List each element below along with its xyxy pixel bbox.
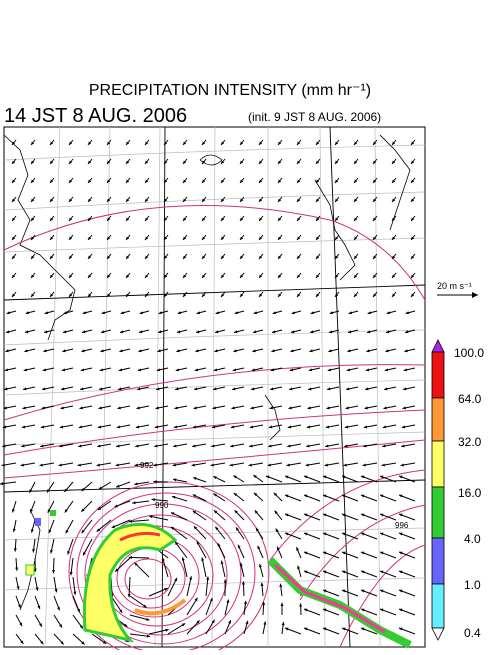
- colorbar-segment: [432, 538, 444, 584]
- contour-label: 990: [155, 501, 169, 510]
- colorbar-segment: [432, 584, 444, 628]
- colorbar-labels: 100.0 64.0 32.0 16.0 4.0 1.0 0.4: [454, 346, 484, 640]
- map-area: 990 996 992: [0, 127, 425, 650]
- colorbar-segment: [432, 441, 444, 487]
- contour-label: 992: [140, 461, 154, 470]
- contour-label: 996: [395, 521, 409, 530]
- colorbar-over: [432, 340, 444, 352]
- colorbar-segment: [432, 487, 444, 538]
- reference-vector: 20 m s⁻¹: [437, 281, 478, 298]
- valid-time: 14 JST 8 AUG. 2006: [4, 105, 187, 127]
- colorbar-label: 64.0: [458, 392, 482, 406]
- colorbar-segment: [432, 352, 444, 398]
- colorbar: [432, 340, 444, 640]
- colorbar-label: 0.4: [464, 626, 481, 640]
- reference-arrowhead: [472, 292, 478, 298]
- precip-cell: [50, 510, 56, 516]
- precip-cell: [26, 565, 34, 575]
- title: PRECIPITATION INTENSITY (mm hr⁻¹): [89, 82, 371, 99]
- init-time: (init. 9 JST 8 AUG. 2006): [248, 110, 381, 124]
- colorbar-segment: [432, 398, 444, 441]
- colorbar-label: 32.0: [458, 435, 482, 449]
- colorbar-label: 16.0: [458, 486, 482, 500]
- precip-cell: [35, 518, 41, 526]
- colorbar-label: 1.0: [464, 578, 481, 592]
- colorbar-label: 4.0: [464, 532, 481, 546]
- reference-vector-label: 20 m s⁻¹: [437, 281, 472, 291]
- colorbar-label: 100.0: [454, 346, 484, 360]
- colorbar-under: [432, 628, 444, 640]
